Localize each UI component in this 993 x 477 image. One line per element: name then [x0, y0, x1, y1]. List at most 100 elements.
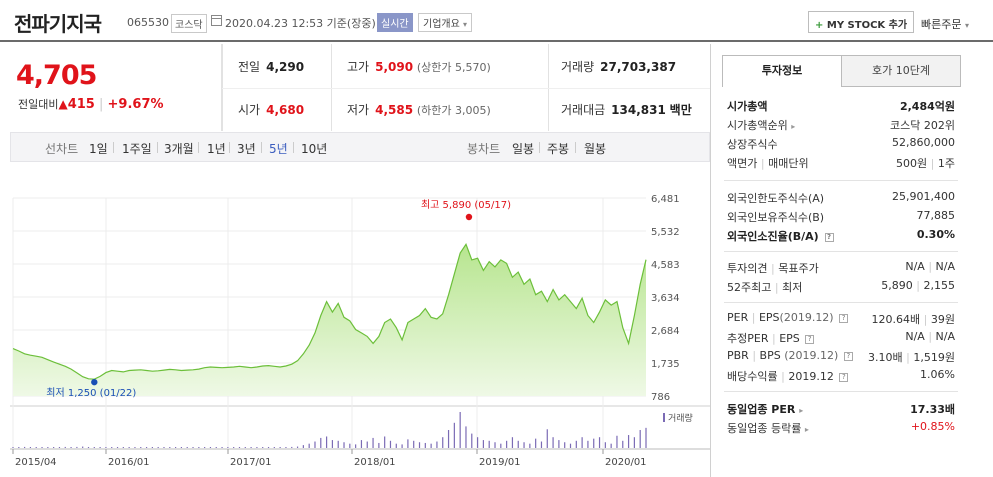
volume-bar: [186, 447, 188, 448]
tab-weekly[interactable]: 주봉: [547, 142, 570, 156]
volume-bar: [395, 443, 397, 448]
dividend-row: 배당수익률 | 2019.12 ? 1.06%: [727, 368, 955, 383]
x-tick-label: 2019/01: [479, 457, 521, 468]
info-icon[interactable]: ?: [805, 334, 815, 344]
volume-bar: [453, 422, 455, 448]
volume-bar: [24, 446, 26, 448]
volume-bar: [401, 444, 403, 448]
target-price-value: N/A: [935, 260, 955, 273]
upper-limit: (상한가 5,570): [416, 61, 491, 74]
amount-value: 134,831: [611, 103, 666, 117]
volume-bar: [482, 440, 484, 448]
volume-bar: [378, 442, 380, 448]
foreign-holding-label: 외국인보유주식수(B): [727, 211, 825, 224]
foreign-ratio-value: 0.30%: [916, 228, 955, 241]
52week-low-label: 최저: [782, 281, 803, 294]
info-icon[interactable]: ?: [839, 313, 849, 323]
company-overview-label: 기업개요: [423, 19, 460, 30]
volume-bar: [215, 447, 217, 448]
y-tick-label: 786: [651, 392, 670, 403]
high-price: 고가 5,090 (상한가 5,570): [347, 58, 491, 75]
tab-1year[interactable]: 1년: [207, 142, 226, 156]
volume: 거래량 27,703,387: [561, 58, 676, 75]
price-chart-svg: 6,481 5,532 4,583 3,634 2,684 1,735 786 2015/04…: [10, 194, 710, 468]
open-value: 4,680: [266, 103, 305, 117]
current-price: 4,705: [16, 60, 97, 91]
volume-bar: [18, 447, 20, 448]
y-tick-label: 4,583: [651, 260, 680, 271]
chevron-right-icon: ▸: [791, 122, 796, 131]
tab-order-book[interactable]: 호가 10단계: [841, 55, 961, 87]
volume-bar: [564, 442, 566, 448]
divider: [293, 142, 294, 153]
opinion-label: 투자의견: [727, 262, 768, 275]
opinion-value: N/A: [905, 260, 925, 273]
52week-high-value: 5,890: [881, 279, 913, 292]
industry-per-label: 동일업종 PER: [727, 403, 796, 416]
volume-bar: [413, 440, 415, 448]
est-per-row: 추정PER | EPS ? N/A | N/A: [727, 330, 955, 345]
volume-bar: [82, 446, 84, 448]
tab-5year[interactable]: 5년: [269, 142, 288, 156]
dividend-date: 2019.12: [788, 370, 834, 383]
industry-per-link[interactable]: 동일업종 PER ▸: [727, 401, 803, 417]
divider: [548, 44, 549, 131]
divider: [331, 44, 332, 131]
industry-change-link[interactable]: 동일업종 등락률 ▸: [727, 420, 809, 436]
volume-bar: [64, 446, 66, 448]
candle-chart-label: 봉차트: [467, 142, 501, 156]
volume-bar: [70, 447, 72, 448]
amount-unit: 백만: [669, 103, 692, 117]
tab-1day[interactable]: 1일: [89, 142, 108, 156]
volume-bar: [285, 447, 287, 448]
volume-bar: [488, 440, 490, 448]
volume-bar: [209, 447, 212, 448]
volume-bar: [99, 447, 101, 448]
tab-3month[interactable]: 3개월: [164, 142, 194, 156]
tab-daily[interactable]: 일봉: [512, 142, 535, 156]
est-per-value: N/A: [905, 330, 925, 343]
plus-icon: +: [815, 20, 824, 31]
volume-bar: [116, 447, 119, 448]
volume-bar: [558, 440, 560, 448]
foreign-ratio-label: 외국인소진율(B/A): [727, 230, 819, 243]
volume-bar: [87, 447, 90, 448]
tab-10year[interactable]: 10년: [301, 142, 328, 156]
tab-monthly[interactable]: 월봉: [584, 142, 607, 156]
volume-bar: [535, 438, 537, 448]
volume-bar: [604, 442, 606, 448]
volume-bar: [465, 426, 467, 448]
info-icon[interactable]: ?: [843, 351, 853, 361]
tab-1week[interactable]: 1주일: [122, 142, 152, 156]
company-overview-dropdown[interactable]: 기업개요 ▾: [418, 13, 473, 32]
pbr-bps-row: PBR | BPS (2019.12) ? 3.10배 | 1,519원: [727, 349, 955, 364]
add-mystock-button[interactable]: + MY STOCK 추가: [808, 11, 915, 33]
volume-bar: [244, 447, 246, 448]
volume-bar: [447, 430, 450, 448]
foreign-limit-label: 외국인한도주식수(A): [727, 192, 825, 205]
est-eps-value: N/A: [935, 330, 955, 343]
stock-header: 전파기지국 065530 코스닥 2020.04.23 12:53 기준(장중)…: [0, 0, 993, 42]
info-icon[interactable]: ?: [824, 232, 834, 242]
volume-bar: [233, 447, 235, 448]
price-chart[interactable]: 6,481 5,532 4,583 3,634 2,684 1,735 786 2015/04…: [10, 162, 710, 477]
quick-order-link[interactable]: 빠른주문 ▾: [921, 16, 969, 32]
volume-bar: [145, 447, 148, 448]
info-icon[interactable]: ?: [839, 372, 849, 382]
realtime-button[interactable]: 실시간: [377, 13, 413, 32]
52week-high-label: 52주최고: [727, 281, 772, 294]
volume-bar: [221, 447, 223, 448]
volume-bar: [476, 437, 479, 448]
tab-investment-info[interactable]: 투자정보: [722, 55, 842, 87]
change-value: 415: [67, 97, 95, 112]
divider: [157, 142, 158, 153]
y-tick-label: 1,735: [651, 359, 680, 370]
volume-bar: [581, 437, 583, 448]
volume-bar: [192, 447, 194, 448]
prev-close-label: 전일: [238, 60, 261, 74]
eps-label: EPS: [758, 311, 780, 324]
volume-bar: [349, 443, 351, 448]
volume-bars: [12, 412, 647, 448]
tab-3year[interactable]: 3년: [237, 142, 256, 156]
market-cap-rank-label[interactable]: 시가총액순위 ▸: [727, 117, 795, 133]
